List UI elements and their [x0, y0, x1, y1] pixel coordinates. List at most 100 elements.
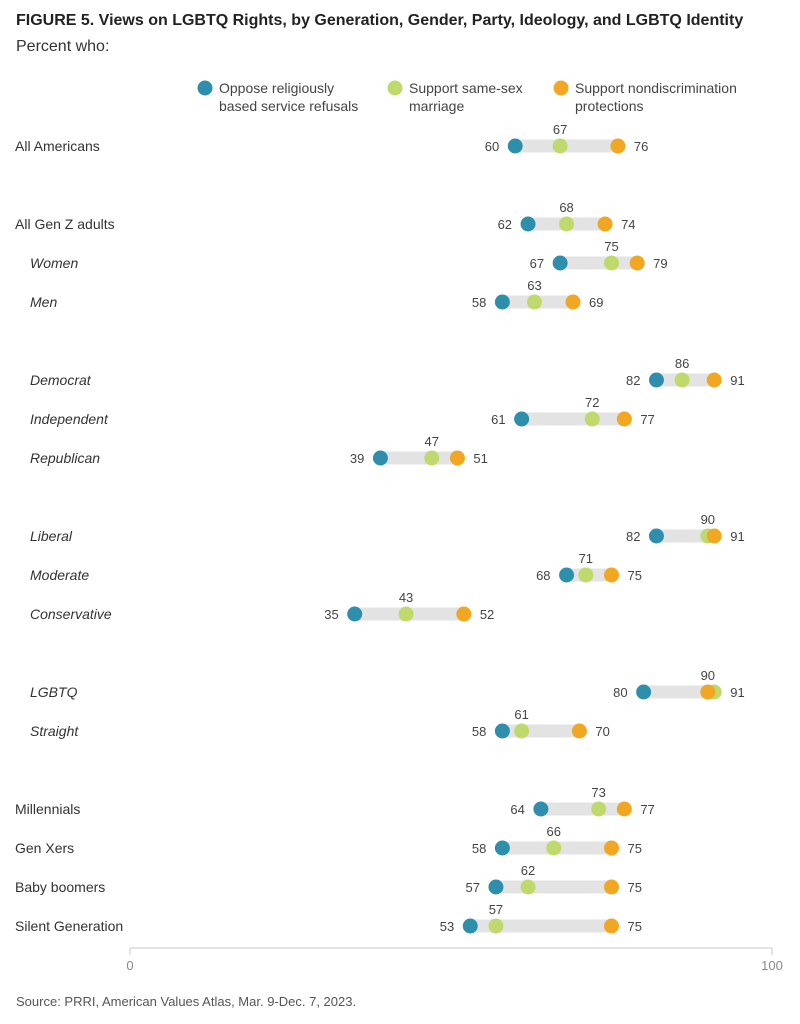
chart-title: FIGURE 5. Views on LGBTQ Rights, by Gene…: [16, 12, 744, 29]
dot-series-3: [616, 411, 632, 427]
row-label: All Americans: [15, 138, 100, 154]
value-label: 70: [595, 724, 609, 739]
legend-marker-3: [553, 80, 569, 96]
row-label: Men: [30, 294, 57, 310]
value-label: 72: [585, 395, 599, 410]
value-label: 76: [634, 139, 648, 154]
row-label: Conservative: [30, 606, 112, 622]
dot-series-1: [533, 801, 549, 817]
value-label: 91: [730, 685, 744, 700]
row-label: Independent: [30, 411, 109, 427]
source-note: Source: PRRI, American Values Atlas, Mar…: [16, 994, 357, 1009]
legend-label-2: Support same-sex: [409, 80, 523, 96]
row-label: Democrat: [30, 372, 92, 388]
legend-marker-1: [197, 80, 213, 96]
dot-series-1: [462, 918, 478, 934]
dot-series-2: [424, 450, 440, 466]
row-label: Republican: [30, 450, 100, 466]
dot-series-3: [456, 606, 472, 622]
row-label: Women: [30, 255, 78, 271]
dot-series-2: [674, 372, 690, 388]
legend-label-3: Support nondiscrimination: [575, 80, 737, 96]
value-label: 75: [628, 919, 642, 934]
row-label: Straight: [30, 723, 79, 739]
dot-series-3: [604, 567, 619, 583]
dot-series-1: [494, 294, 510, 310]
value-label: 64: [510, 802, 524, 817]
dot-series-2: [552, 138, 568, 154]
value-label: 61: [491, 412, 505, 427]
value-label: 86: [675, 356, 689, 371]
value-label: 79: [653, 256, 667, 271]
dot-series-2: [559, 216, 575, 232]
dot-series-2: [591, 801, 607, 817]
dot-series-3: [629, 255, 645, 271]
dot-series-3: [616, 801, 632, 817]
x-tick-label: 0: [126, 958, 133, 973]
row-label: Silent Generation: [15, 918, 123, 934]
row-label: Moderate: [30, 567, 89, 583]
value-label: 75: [604, 239, 618, 254]
value-label: 67: [530, 256, 544, 271]
value-label: 43: [399, 590, 413, 605]
value-label: 58: [472, 841, 486, 856]
value-label: 75: [628, 568, 642, 583]
dot-series-2: [520, 879, 536, 895]
value-label: 82: [626, 373, 640, 388]
dot-series-2: [526, 294, 542, 310]
value-label: 47: [425, 434, 439, 449]
value-label: 73: [591, 785, 605, 800]
row-label: Gen Xers: [15, 840, 74, 856]
x-tick-label: 100: [761, 958, 783, 973]
value-label: 57: [489, 902, 503, 917]
dot-series-3: [597, 216, 613, 232]
dot-series-1: [494, 723, 510, 739]
dot-series-3: [604, 918, 619, 934]
dot-series-1: [494, 840, 510, 856]
value-label: 77: [640, 802, 654, 817]
dot-series-2: [398, 606, 414, 622]
dot-series-3: [571, 723, 587, 739]
value-label: 90: [701, 512, 715, 527]
legend-label-2: marriage: [409, 98, 464, 114]
value-label: 75: [628, 841, 642, 856]
value-label: 51: [473, 451, 487, 466]
dot-series-1: [648, 372, 664, 388]
dot-series-1: [648, 528, 664, 544]
row-label: Baby boomers: [15, 879, 105, 895]
dot-series-1: [347, 606, 363, 622]
value-label: 91: [730, 529, 744, 544]
dot-series-2: [514, 723, 530, 739]
value-label: 90: [701, 668, 715, 683]
dot-series-3: [604, 840, 619, 856]
value-label: 35: [324, 607, 338, 622]
value-label: 58: [472, 724, 486, 739]
row-label: LGBTQ: [30, 684, 78, 700]
value-label: 68: [536, 568, 550, 583]
value-label: 66: [546, 824, 560, 839]
dot-series-3: [706, 528, 722, 544]
value-label: 52: [480, 607, 494, 622]
value-label: 67: [553, 122, 567, 137]
dot-series-1: [372, 450, 388, 466]
dot-series-2: [578, 567, 594, 583]
legend-label-1: based service refusals: [219, 98, 358, 114]
dot-series-1: [488, 879, 504, 895]
dot-series-3: [700, 684, 716, 700]
dot-series-1: [507, 138, 523, 154]
dot-series-1: [636, 684, 652, 700]
dot-series-2: [584, 411, 600, 427]
dot-series-1: [559, 567, 575, 583]
row-label: Liberal: [30, 528, 73, 544]
value-label: 57: [465, 880, 479, 895]
row-label: All Gen Z adults: [15, 216, 115, 232]
value-label: 74: [621, 217, 635, 232]
dot-series-2: [604, 255, 619, 271]
dot-series-1: [514, 411, 530, 427]
value-label: 71: [579, 551, 593, 566]
legend-label-1: Oppose religiously: [219, 80, 334, 96]
value-label: 62: [498, 217, 512, 232]
value-label: 77: [640, 412, 654, 427]
value-label: 60: [485, 139, 499, 154]
